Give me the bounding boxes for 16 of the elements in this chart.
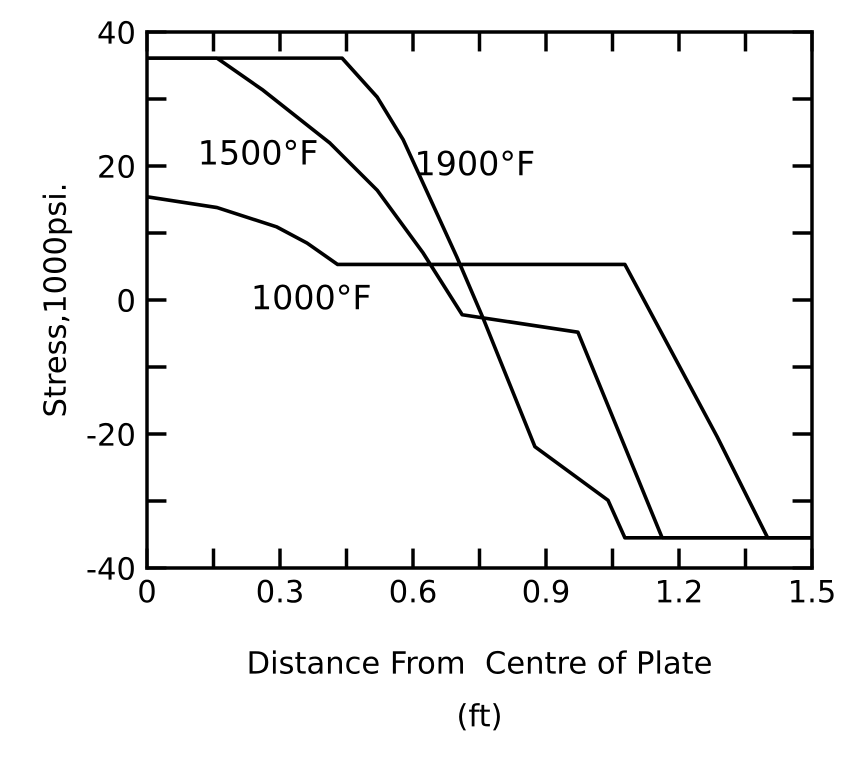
y-tick-label: 40: [98, 20, 134, 44]
annotation: 1900°F: [418, 150, 534, 176]
x-tick-label: 0.3: [258, 580, 302, 603]
x-tick-label: 0.6: [390, 580, 436, 603]
x-tick-label: 0: [139, 580, 155, 603]
y-tick-label: 0: [118, 288, 134, 312]
annotation: 1000°F: [254, 284, 370, 310]
y-tick-label: 20: [99, 154, 134, 178]
x-tick-label: 1.2: [658, 580, 700, 602]
y-tick-label: -40: [87, 556, 134, 580]
y-axis-title: Stress,1000psi.: [42, 186, 72, 416]
annotation: 1500°F: [201, 140, 316, 165]
x-tick-label: 1.5: [791, 580, 834, 603]
y-tick-label: -20: [87, 422, 134, 446]
x-tick-label: 0.9: [524, 580, 568, 603]
x-axis-title: Distance From Centre of Plate (ft): [250, 650, 711, 730]
